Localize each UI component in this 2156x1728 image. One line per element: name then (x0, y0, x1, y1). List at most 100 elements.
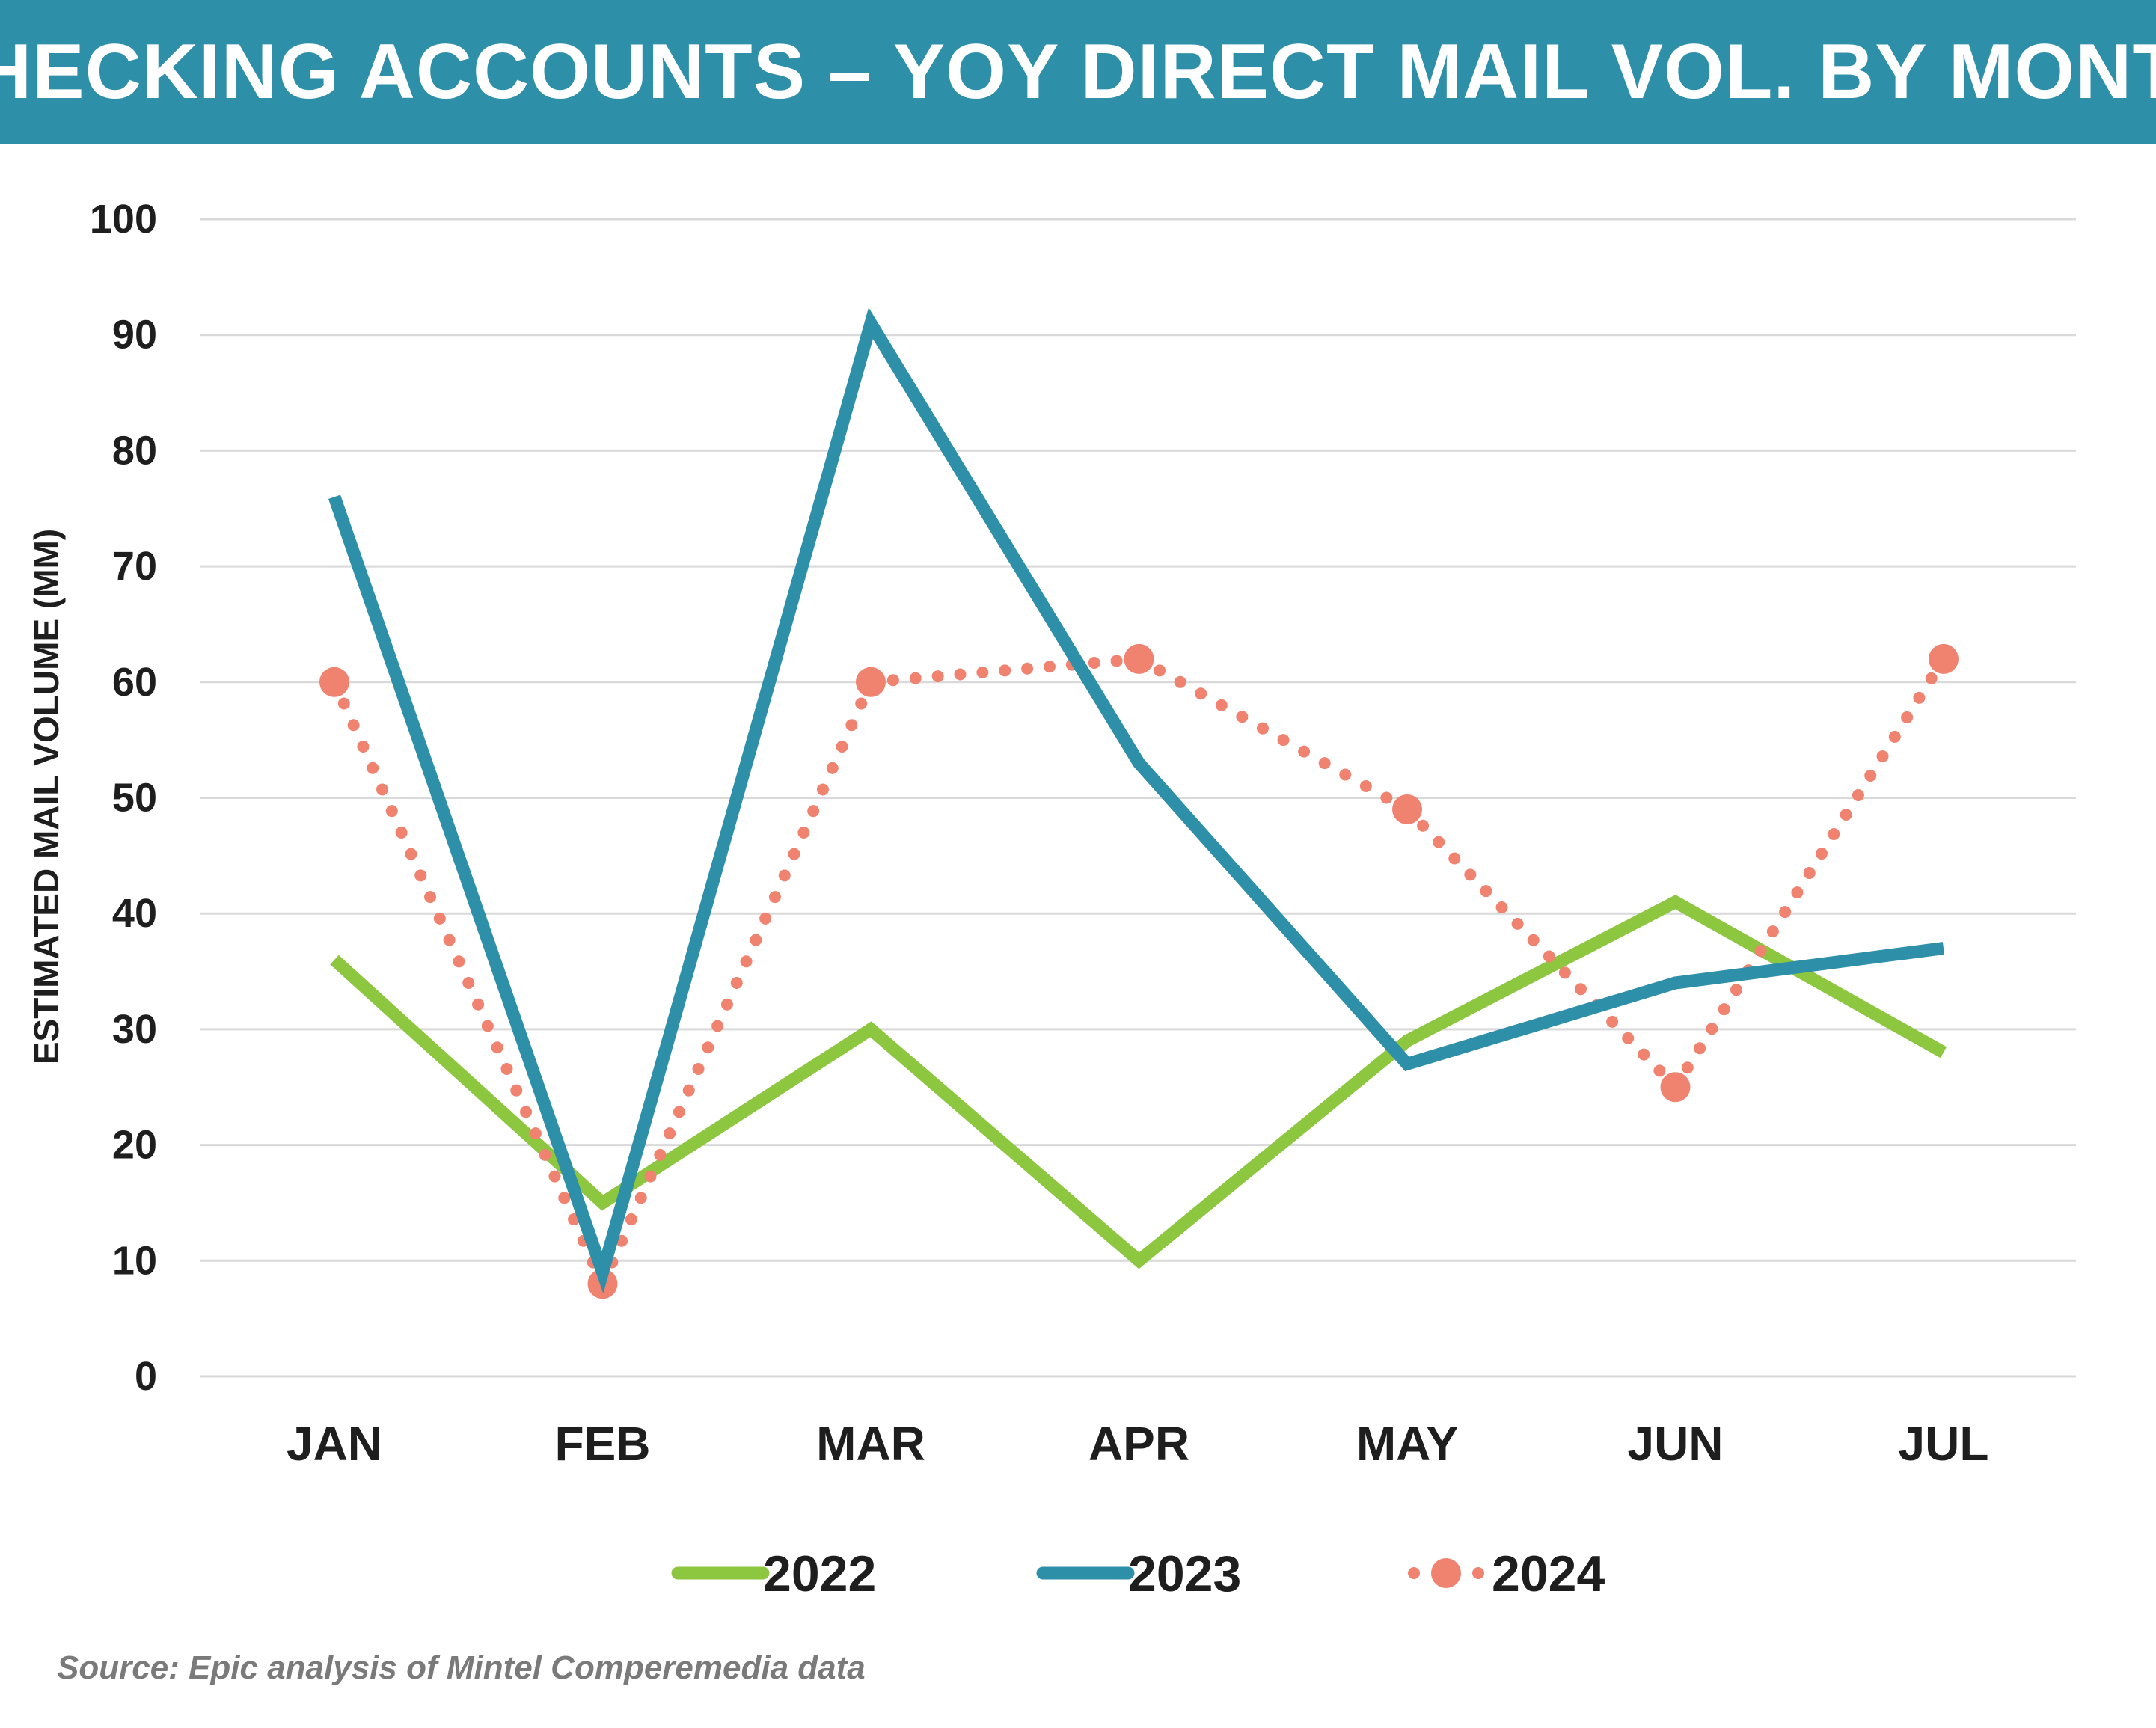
series (319, 307, 1959, 1299)
x-tick-label: FEB (555, 1417, 651, 1471)
series-dot-2024 (548, 1170, 561, 1183)
series-dot-2024 (1638, 1048, 1650, 1061)
series-dot-2024 (836, 740, 848, 753)
series-dot-2024 (453, 955, 465, 968)
series-dot-2024 (1174, 675, 1186, 688)
y-tick-label: 40 (112, 891, 157, 936)
legend-swatch-2024 (1431, 1558, 1461, 1588)
series-dot-2024 (702, 1041, 714, 1054)
series-dot-2024 (976, 666, 989, 678)
title-bar: CHECKING ACCOUNTS – YOY DIRECT MAIL VOL.… (0, 0, 2156, 144)
legend-label-2024: 2024 (1492, 1545, 1605, 1602)
x-axis-ticks: JAN FEB MAR APR MAY JUN JUL (287, 1417, 1988, 1471)
series-dot-2024 (778, 869, 791, 882)
series-dot-2024 (1215, 699, 1228, 711)
series-dot-2024 (1195, 687, 1207, 700)
series-dot-2024 (999, 664, 1011, 677)
series-dot-2024 (500, 1062, 513, 1075)
legend-label-2022: 2022 (763, 1545, 876, 1602)
series-dot-2024 (462, 977, 475, 990)
series-dot-2024 (1359, 780, 1372, 793)
series-dot-2024 (376, 783, 389, 796)
series-dot-2024 (634, 1192, 647, 1204)
series-dot-2024 (1021, 662, 1034, 675)
series-dot-2024 (1828, 828, 1840, 841)
series-dot-2024 (1754, 945, 1767, 958)
y-tick-label: 10 (112, 1238, 157, 1283)
gridlines (200, 218, 2076, 1378)
series-dot-2024 (740, 955, 753, 968)
series-dot-2024 (826, 762, 839, 774)
series-dot-2024 (1511, 917, 1524, 930)
series-dot-2024 (491, 1041, 503, 1054)
series-dot-2024 (395, 826, 408, 839)
series-dot-2024 (845, 719, 858, 732)
series-dot-2024 (692, 1062, 705, 1075)
series-dot-2024 (1543, 950, 1555, 963)
series-dot-2024 (1791, 886, 1804, 899)
legend-swatch-dot (1472, 1567, 1484, 1579)
x-tick-label: JAN (287, 1417, 382, 1471)
series-2022 (330, 895, 1947, 1269)
series-2023 (328, 307, 1945, 1294)
series-dot-2024 (1417, 819, 1430, 832)
series-dot-2024 (1925, 672, 1938, 684)
series-dot-2024 (1730, 984, 1742, 996)
series-dot-2024 (347, 719, 360, 732)
series-dot-2024 (1803, 867, 1816, 880)
y-tick-label: 0 (135, 1354, 157, 1399)
y-tick-label: 100 (90, 197, 157, 242)
y-tick-label: 90 (112, 313, 157, 358)
legend-item-2022: 2022 (671, 1545, 876, 1602)
series-dot-2024 (1694, 1042, 1706, 1055)
series-dot-2024 (1888, 730, 1901, 743)
data-point-2024 (856, 667, 886, 697)
series-dot-2024 (720, 998, 733, 1011)
series-dot-2024 (1816, 848, 1828, 860)
series-dot-2024 (405, 848, 417, 860)
y-tick-label: 60 (112, 660, 157, 705)
series-dot-2024 (1088, 657, 1100, 670)
series-dot-2024 (664, 1127, 676, 1140)
series-dot-2024 (1913, 691, 1926, 704)
series-dot-2024 (337, 697, 350, 710)
x-tick-label: JUN (1627, 1417, 1723, 1471)
series-dot-2024 (1044, 661, 1056, 673)
series-dot-2024 (1527, 934, 1540, 946)
series-dot-2024 (1433, 836, 1445, 848)
series-dot-2024 (357, 740, 370, 753)
x-tick-label: MAY (1356, 1417, 1458, 1471)
y-axis-label: ESTIMATED MAIL VOLUME (MM) (27, 529, 66, 1064)
legend: 2022 2023 2024 (671, 1545, 1605, 1602)
series-2024 (319, 643, 1959, 1299)
series-dot-2024 (1876, 750, 1889, 762)
series-dot-2024 (682, 1084, 695, 1097)
legend-label-2023: 2023 (1128, 1545, 1241, 1602)
data-point-2024 (319, 667, 349, 697)
y-tick-label: 30 (112, 1007, 157, 1052)
legend-swatch-dot (1408, 1567, 1420, 1579)
series-dot-2024 (768, 891, 781, 904)
y-tick-label: 50 (112, 776, 157, 821)
series-dot-2024 (510, 1084, 523, 1097)
series-dot-2024 (1766, 925, 1779, 938)
series-dot-2024 (1277, 734, 1290, 747)
series-dot-2024 (1380, 791, 1393, 804)
series-dot-2024 (443, 934, 456, 946)
series-dot-2024 (886, 674, 899, 687)
series-dot-2024 (433, 912, 446, 925)
series-dot-2024 (385, 805, 398, 818)
series-dot-2024 (529, 1127, 542, 1140)
series-dot-2024 (711, 1020, 724, 1032)
series-dot-2024 (1558, 966, 1571, 979)
series-dot-2024 (520, 1106, 533, 1118)
series-dot-2024 (1779, 906, 1792, 919)
series-dot-2024 (1448, 852, 1461, 865)
series-dot-2024 (797, 826, 810, 839)
series-dot-2024 (1574, 983, 1587, 996)
y-tick-label: 20 (112, 1123, 157, 1168)
series-dot-2024 (1298, 745, 1311, 758)
series-dot-2024 (1110, 655, 1123, 667)
source-note: Source: Epic analysis of Mintel Comperem… (57, 1649, 866, 1686)
